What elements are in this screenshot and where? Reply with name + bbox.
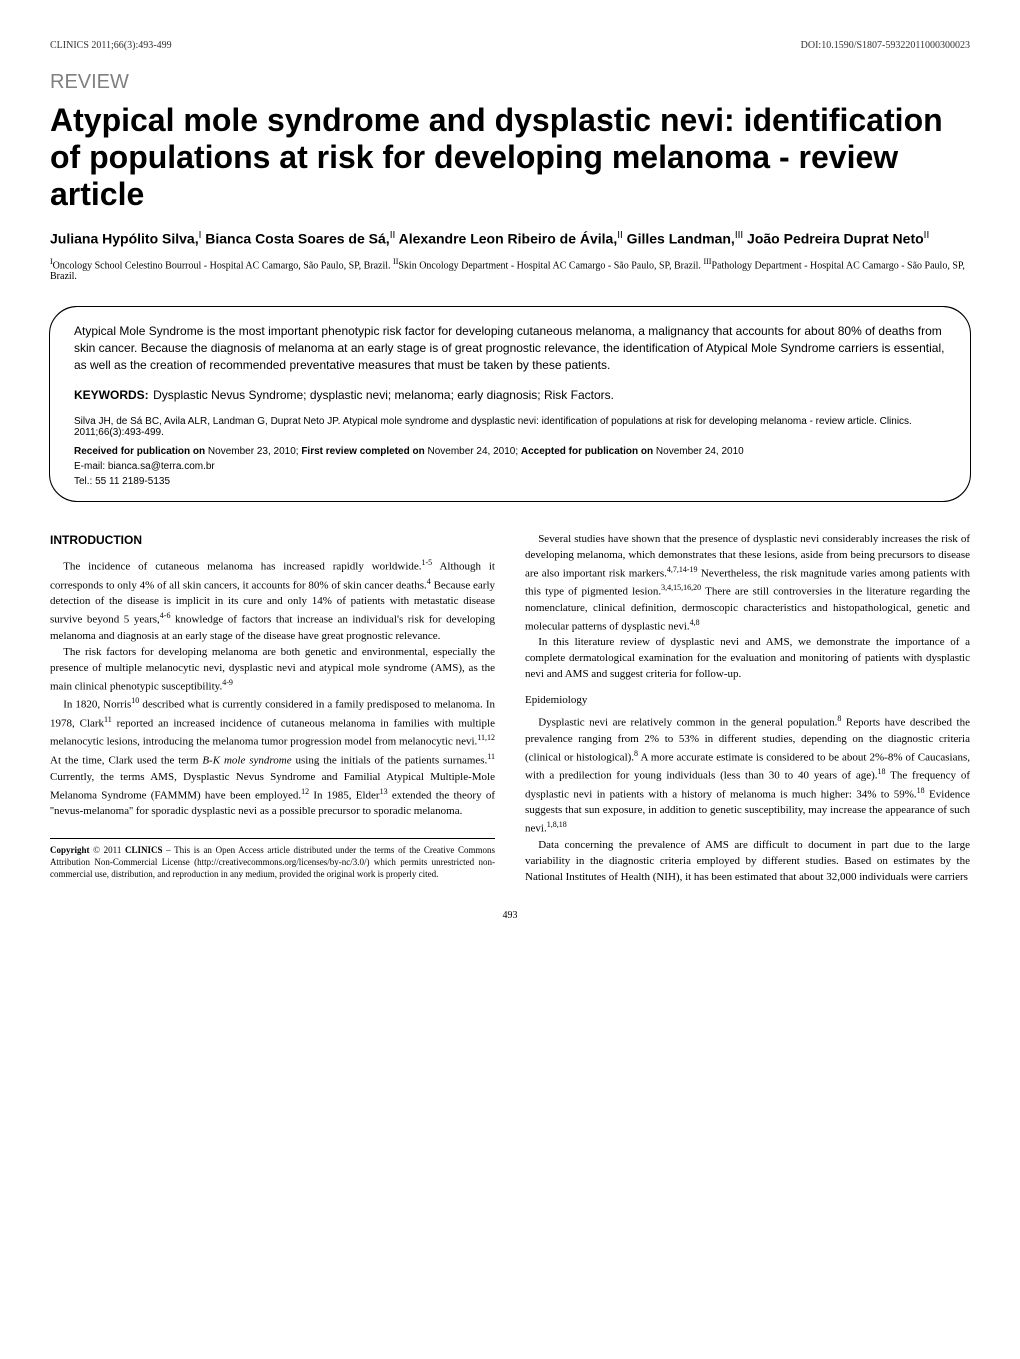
received-date: November 23, 2010; <box>208 446 299 457</box>
introduction-heading: INTRODUCTION <box>50 532 495 549</box>
publication-dates: Received for publication on November 23,… <box>74 446 946 457</box>
keywords-text: Dysplastic Nevus Syndrome; dysplastic ne… <box>153 388 614 402</box>
body-columns: INTRODUCTION The incidence of cutaneous … <box>50 532 970 886</box>
body-paragraph: The risk factors for developing melanoma… <box>50 645 495 695</box>
authors: Juliana Hypólito Silva,I Bianca Costa So… <box>50 230 970 247</box>
header-row: CLINICS 2011;66(3):493-499 DOI:10.1590/S… <box>50 40 970 51</box>
copyright-label: Copyright <box>50 845 90 855</box>
abstract-citation: Silva JH, de Sá BC, Avila ALR, Landman G… <box>74 416 946 438</box>
accepted-date: November 24, 2010 <box>656 446 744 457</box>
body-paragraph: The incidence of cutaneous melanoma has … <box>50 557 495 645</box>
keywords-row: KEYWORDS: Dysplastic Nevus Syndrome; dys… <box>74 386 946 404</box>
received-label: Received for publication on <box>74 446 205 457</box>
column-left: INTRODUCTION The incidence of cutaneous … <box>50 532 495 886</box>
first-review-date: November 24, 2010; <box>427 446 518 457</box>
epidemiology-heading: Epidemiology <box>525 693 970 709</box>
body-paragraph: In this literature review of dysplastic … <box>525 635 970 683</box>
copyright-text: © 2011 CLINICS – This is an Open Access … <box>50 845 495 878</box>
article-title: Atypical mole syndrome and dysplastic ne… <box>50 102 970 212</box>
accepted-label: Accepted for publication on <box>521 446 653 457</box>
keywords-label: KEYWORDS: <box>74 388 149 402</box>
copyright-box: Copyright © 2011 CLINICS – This is an Op… <box>50 838 495 880</box>
body-paragraph: Several studies have shown that the pres… <box>525 532 970 636</box>
page-number: 493 <box>50 910 970 921</box>
abstract-box: Atypical Mole Syndrome is the most impor… <box>50 306 970 501</box>
body-paragraph: Dysplastic nevi are relatively common in… <box>525 713 970 838</box>
body-paragraph: Data concerning the prevalence of AMS ar… <box>525 838 970 886</box>
body-paragraph: In 1820, Norris10 described what is curr… <box>50 695 495 820</box>
review-label: REVIEW <box>50 71 970 94</box>
first-review-label: First review completed on <box>301 446 424 457</box>
doi: DOI:10.1590/S1807-59322011000300023 <box>801 40 970 51</box>
journal-citation: CLINICS 2011;66(3):493-499 <box>50 40 172 51</box>
tel: Tel.: 55 11 2189-5135 <box>74 476 946 487</box>
abstract-text: Atypical Mole Syndrome is the most impor… <box>74 323 946 373</box>
email: E-mail: bianca.sa@terra.com.br <box>74 461 946 472</box>
column-right: Several studies have shown that the pres… <box>525 532 970 886</box>
affiliations: IOncology School Celestino Bourroul - Ho… <box>50 257 970 282</box>
